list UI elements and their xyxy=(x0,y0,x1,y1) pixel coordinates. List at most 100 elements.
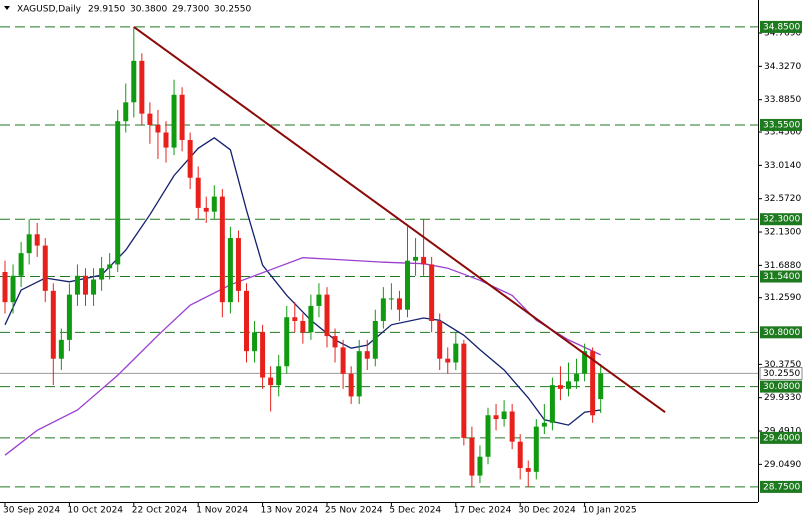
candle-body xyxy=(74,275,80,295)
candle-body xyxy=(477,456,483,476)
y-tick-label: 34.7690 xyxy=(764,29,801,39)
candle-body xyxy=(171,94,177,148)
trendline xyxy=(133,26,666,414)
x-tick-label: 30 Sep 2024 xyxy=(3,506,60,516)
candle-body xyxy=(525,468,531,472)
y-tick-label: 32.5720 xyxy=(764,194,801,204)
candle-body xyxy=(179,94,185,141)
candle-body xyxy=(42,245,48,291)
candle-body xyxy=(10,275,16,303)
candle-body xyxy=(541,422,547,427)
candle-body xyxy=(34,234,40,246)
candle-body xyxy=(123,102,129,122)
candle-body xyxy=(372,321,378,359)
candle-body xyxy=(566,381,571,389)
symbol: XAGUSD,Daily xyxy=(17,5,82,15)
symbol-menu-icon[interactable] xyxy=(4,6,10,10)
level-label: 30.8000 xyxy=(763,328,800,338)
candle-body xyxy=(437,321,443,359)
candle-body xyxy=(58,339,64,359)
candle-body xyxy=(244,290,249,352)
candle-body xyxy=(549,385,555,423)
candle-body xyxy=(83,275,88,295)
y-tick-label: 30.3750 xyxy=(764,360,801,370)
y-tick-label: 31.2590 xyxy=(764,293,801,303)
candle-body xyxy=(50,290,56,359)
x-tick-label: 17 Dec 2024 xyxy=(454,506,512,516)
candle-body xyxy=(252,332,258,352)
candle-body xyxy=(348,373,354,397)
candle-body xyxy=(413,256,419,261)
y-tick-label: 33.0140 xyxy=(764,161,801,171)
x-tick-label: 10 Jan 2025 xyxy=(583,506,637,516)
candle-body xyxy=(163,132,169,148)
candle-body xyxy=(292,317,298,322)
candle-body xyxy=(203,207,209,212)
y-tick-label: 31.6880 xyxy=(764,261,801,271)
candle-body xyxy=(91,279,97,295)
candle-body xyxy=(211,196,217,212)
price-label-box xyxy=(759,366,803,380)
level-label-box xyxy=(760,20,802,33)
candle-body xyxy=(405,260,410,310)
candle-body xyxy=(107,264,113,269)
level-label-box xyxy=(760,270,802,283)
candle-body xyxy=(533,426,539,472)
candle-body xyxy=(380,298,386,322)
candle-body xyxy=(115,121,121,265)
candle-body xyxy=(517,441,523,469)
level-label-box xyxy=(760,326,802,339)
candle-body xyxy=(139,60,145,114)
header-low: 29.7300 xyxy=(172,5,209,15)
candle-body xyxy=(227,238,233,303)
x-tick-label: 25 Nov 2024 xyxy=(325,506,383,516)
candle-body xyxy=(300,321,306,333)
candle-body xyxy=(501,411,507,420)
candle-body xyxy=(396,298,402,310)
candle-body xyxy=(18,253,24,276)
candle-body xyxy=(590,351,596,416)
x-tick-label: 30 Dec 2024 xyxy=(518,506,576,516)
candle-body xyxy=(2,271,8,303)
candle-body xyxy=(155,124,161,133)
price-label: 30.2550 xyxy=(763,369,800,379)
header-close: 30.2550 xyxy=(214,5,251,15)
candle-body xyxy=(260,332,266,378)
header-open: 29.9150 xyxy=(88,5,125,15)
level-label: 33.5500 xyxy=(763,120,800,130)
candle-body xyxy=(364,351,370,359)
candle-body xyxy=(268,377,274,386)
level-label: 32.3000 xyxy=(763,215,800,225)
moving-average xyxy=(4,257,601,456)
candle-body xyxy=(131,60,137,103)
level-label-box xyxy=(760,380,802,393)
candle-body xyxy=(469,437,475,476)
level-label: 30.0800 xyxy=(763,382,800,392)
level-label: 28.7500 xyxy=(763,482,800,492)
candle-body xyxy=(356,351,362,397)
candle-body xyxy=(388,298,394,300)
candle-body xyxy=(99,268,105,280)
y-tick-label: 29.0490 xyxy=(764,460,801,470)
candle-body xyxy=(195,177,201,208)
candle-body xyxy=(316,294,322,306)
level-label: 31.5400 xyxy=(763,272,800,282)
candle-body xyxy=(235,238,241,291)
level-label-box xyxy=(760,118,802,131)
candle-body xyxy=(461,343,467,438)
candle-body xyxy=(445,358,451,363)
header-high: 30.3800 xyxy=(130,5,167,15)
candle-body xyxy=(332,336,338,348)
candle-body xyxy=(598,373,604,400)
candle-body xyxy=(187,140,193,178)
candle-body xyxy=(324,294,330,337)
level-label: 29.4000 xyxy=(763,433,800,443)
x-tick-label: 5 Dec 2024 xyxy=(389,506,441,516)
y-tick-label: 29.4910 xyxy=(764,427,801,437)
level-label-box xyxy=(760,213,802,226)
x-tick-label: 13 Nov 2024 xyxy=(261,506,319,516)
x-tick-label: 1 Nov 2024 xyxy=(196,506,248,516)
candle-body xyxy=(429,264,435,322)
